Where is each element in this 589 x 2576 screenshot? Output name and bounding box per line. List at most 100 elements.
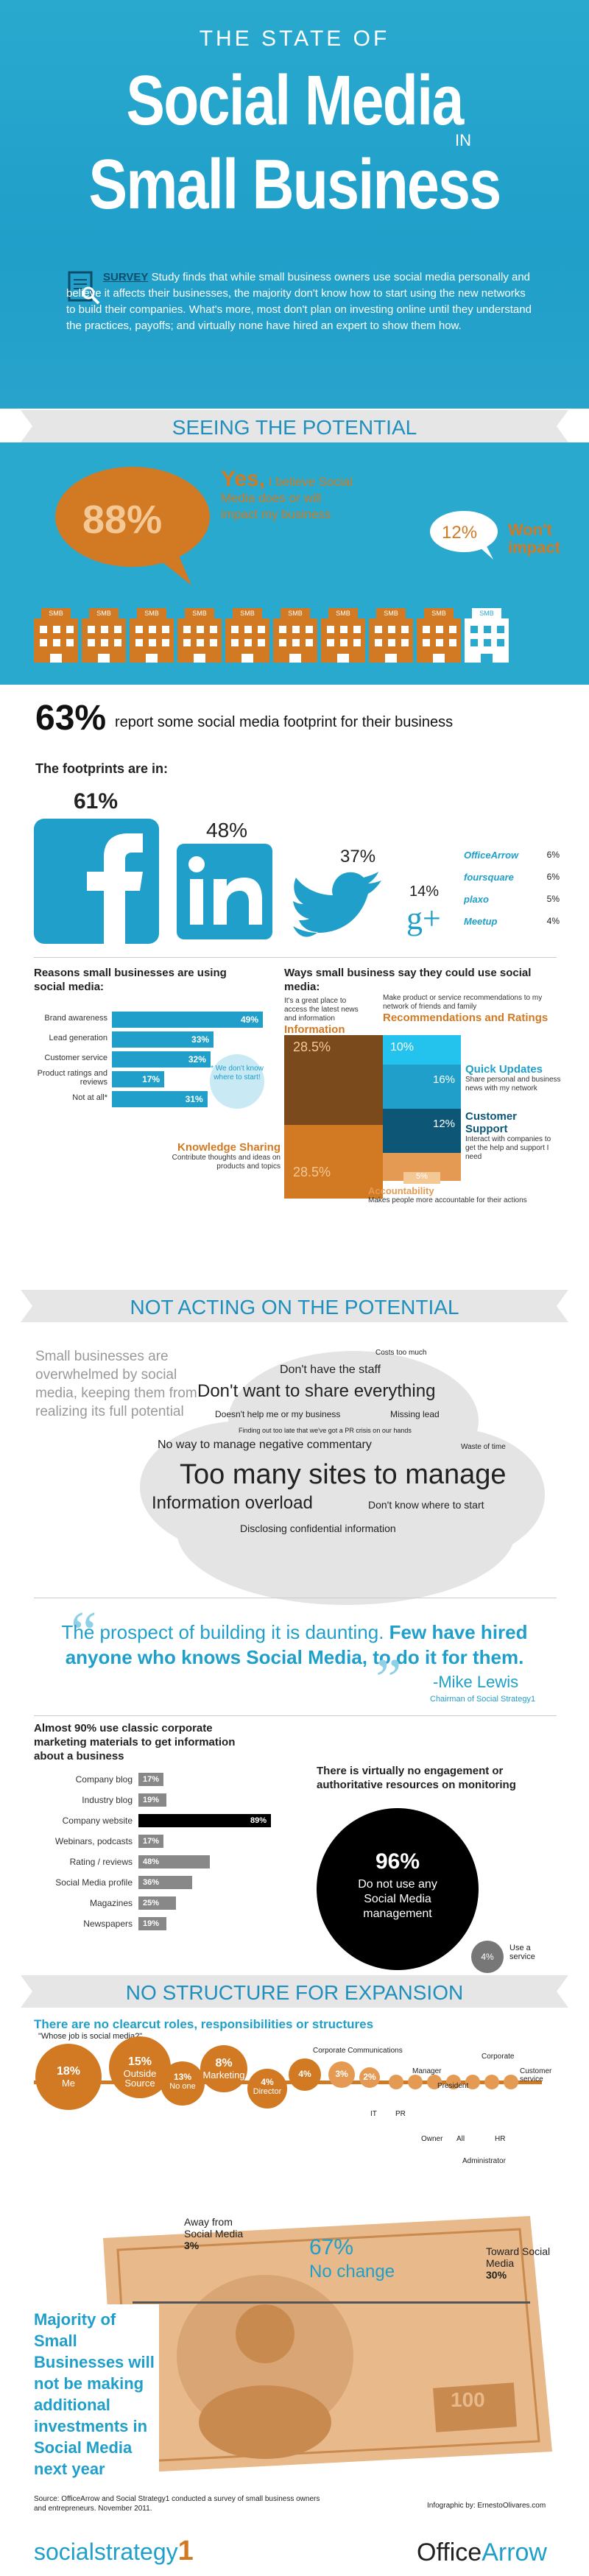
building-window xyxy=(449,639,456,646)
divider-1 xyxy=(34,957,557,958)
building-window xyxy=(162,626,169,633)
role-it: IT xyxy=(370,2110,377,2118)
building-window xyxy=(497,639,504,646)
yes-text: I believe Social Media does or will impa… xyxy=(221,475,353,521)
building-icon: SMB xyxy=(177,608,222,670)
classic-bar: 19% xyxy=(138,1793,167,1807)
building-icon: SMB xyxy=(34,608,78,670)
footprint-text: report some social media footprint for t… xyxy=(115,714,454,730)
classic-bar: 89% xyxy=(138,1814,271,1827)
building-window xyxy=(401,639,409,646)
reason-bar: 31% xyxy=(112,1091,208,1107)
role-circle: 13% No one xyxy=(161,2061,205,2106)
treemap-knowledge-value: 28.5% xyxy=(293,1165,331,1179)
ways-rec-text: Make product or service recommendations … xyxy=(383,994,543,1011)
building-window xyxy=(149,639,156,646)
classic-label: Industry blog xyxy=(82,1795,133,1805)
linkedin-icon xyxy=(177,844,272,939)
ways-support-label: Customer Support xyxy=(465,1110,518,1135)
building-window xyxy=(423,639,430,646)
building-icon: SMB xyxy=(273,608,317,670)
building-window xyxy=(401,626,409,633)
gplus-icon: g+ xyxy=(406,900,441,936)
treemap-info-value: 28.5% xyxy=(293,1040,331,1054)
section-banner-seeing: SEEING THE POTENTIAL xyxy=(21,410,568,442)
building-window xyxy=(114,626,121,633)
building-window xyxy=(292,626,300,633)
other-network-pct: 6% xyxy=(546,872,560,882)
logo-left-text: socialstrategy xyxy=(34,2538,178,2565)
building-icon: SMB xyxy=(465,608,509,670)
cloud-negative: No way to manage negative commentary xyxy=(158,1439,372,1451)
classic-bar: 25% xyxy=(138,1896,176,1910)
ways-knowledge-label: Knowledge Sharing xyxy=(177,1141,281,1154)
building-window xyxy=(183,639,191,646)
building-window xyxy=(231,626,239,633)
ways-info-text: It's a great place to access the latest … xyxy=(284,997,359,1023)
classic-bar: 48% xyxy=(138,1855,211,1869)
reason-label: Product ratings and reviews xyxy=(37,1069,107,1087)
engage-pct: 96% xyxy=(375,1849,420,1874)
role-pct: 2% xyxy=(363,2072,376,2082)
logo-socialstrategy: socialstrategy1 xyxy=(34,2536,194,2567)
away-pct: 3% xyxy=(184,2240,200,2251)
treemap-account-value: 5% xyxy=(403,1172,440,1184)
section-title-not-acting: NOT ACTING ON THE POTENTIAL xyxy=(130,1296,459,1319)
cloud-too-many: Too many sites to manage xyxy=(180,1459,507,1490)
role-president: President xyxy=(437,2082,469,2090)
cloud-pr: Finding out too late that we've got a PR… xyxy=(239,1427,412,1434)
quote-bold: Few have hired anyone who knows Social M… xyxy=(65,1621,528,1668)
building-window xyxy=(327,639,334,646)
roles-title: There are no clearcut roles, responsibil… xyxy=(34,2017,374,2031)
twitter-icon xyxy=(293,872,381,937)
role-pct: 18% xyxy=(56,2065,81,2078)
cloud-help: Doesn't help me or my business xyxy=(215,1409,341,1419)
no-pct: 12% xyxy=(442,523,478,543)
section-banner-no-structure: NO STRUCTURE FOR EXPANSION xyxy=(21,1975,568,2008)
other-network-name: OfficeArrow xyxy=(464,850,519,861)
engage-title: There is virtually no engagement or auth… xyxy=(317,1765,516,1791)
role-circle: 18% Me xyxy=(35,2044,102,2110)
building-window xyxy=(162,639,169,646)
survey-text: SURVEY Study finds that while small busi… xyxy=(66,269,537,334)
ways-quick-label: Quick Updates xyxy=(465,1063,543,1076)
building-window xyxy=(306,626,313,633)
ways-rec-label: Recommendations and Ratings xyxy=(383,1012,549,1024)
ways-info-label: Information xyxy=(284,1023,345,1036)
toward-pct: 30% xyxy=(486,2269,507,2281)
toward-label: Toward Social Media xyxy=(486,2245,551,2269)
bill-number: 100 xyxy=(451,2388,485,2411)
building-window xyxy=(449,626,456,633)
classic-label: Social Media profile xyxy=(55,1877,133,1888)
away-label: Away from Social Media xyxy=(184,2216,244,2240)
building-window xyxy=(244,626,252,633)
quote-text: The prospect of building it is daunting. xyxy=(61,1621,384,1643)
ways-title: Ways small business say they could use s… xyxy=(284,967,532,993)
roles-subtitle: "Whose job is social media?" xyxy=(38,2032,143,2041)
role-circle: 2% xyxy=(359,2067,380,2088)
building-window xyxy=(135,639,143,646)
building-window xyxy=(484,639,491,646)
classic-label: Company website xyxy=(62,1815,133,1826)
role-small-circle xyxy=(484,2075,499,2089)
gplus-pct: 14% xyxy=(409,883,440,900)
yes-text-block: Yes, I believe Social Media does or will… xyxy=(221,468,353,523)
logo-left-num: 1 xyxy=(177,2536,194,2566)
building-window xyxy=(388,639,395,646)
ways-knowledge-block: Knowledge Sharing Contribute thoughts an… xyxy=(152,1141,281,1171)
building-window xyxy=(327,626,334,633)
building-window xyxy=(210,626,217,633)
building-window xyxy=(197,639,204,646)
role-manager: Manager xyxy=(412,2067,442,2075)
reason-bar: 32% xyxy=(112,1051,211,1068)
service-text: Use a service xyxy=(509,1944,535,1961)
building-window xyxy=(53,626,60,633)
role-pct: 8% xyxy=(215,2057,233,2069)
logo-right-b: Arrow xyxy=(482,2538,547,2566)
facebook-pct: 61% xyxy=(74,789,119,814)
building-window xyxy=(135,626,143,633)
building-window xyxy=(258,626,265,633)
role-administrator: Administrator xyxy=(462,2157,506,2165)
building-window xyxy=(388,626,395,633)
footprint-pct: 63% xyxy=(35,699,107,738)
